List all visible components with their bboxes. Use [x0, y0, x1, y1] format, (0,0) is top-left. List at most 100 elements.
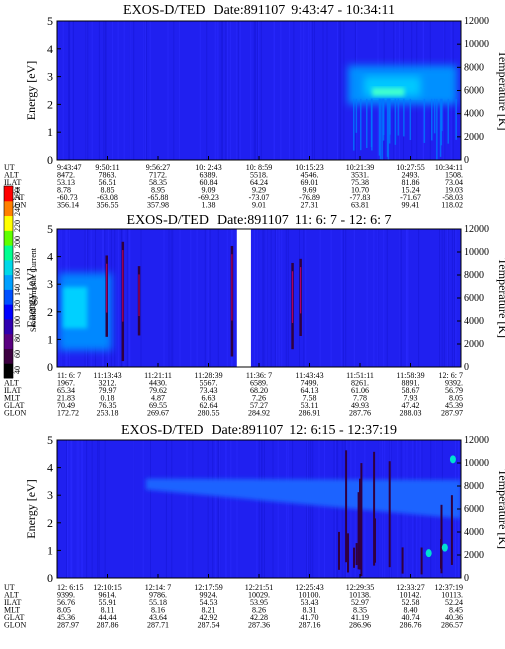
texture-stripe: [170, 229, 172, 367]
texture-stripe: [293, 21, 295, 160]
texture-stripe: [209, 229, 211, 367]
texture-stripe: [285, 229, 287, 367]
orbit-value: 63.81: [351, 201, 369, 210]
colorbar-tick-label: 160: [13, 268, 22, 280]
orbit-row-label: GLAT: [4, 401, 25, 410]
orbit-value: 45.36: [57, 613, 75, 622]
orbit-value: 8.05: [449, 394, 463, 403]
orbit-value: 10:21:39: [346, 163, 374, 172]
panel-title-time-range: 12: 6:15 - 12:37:19: [289, 423, 397, 438]
texture-stripe: [308, 440, 310, 578]
panel-title-instrument: EXOS-D/TED: [123, 3, 205, 18]
orbit-value: -58.03: [442, 193, 463, 202]
orbit-value: -77.83: [350, 193, 371, 202]
colorbar-tick-label: 220: [13, 220, 22, 232]
orbit-value: 8.45: [449, 606, 463, 615]
colorbar-tick-label: 40: [13, 366, 22, 374]
y-tick-label: 3: [47, 70, 53, 84]
orbit-value: 1.38: [202, 201, 216, 210]
texture-stripe: [163, 229, 165, 367]
texture-stripe: [254, 21, 256, 160]
y2-tick-label: 2000: [464, 132, 484, 143]
low-energy-streak: [431, 98, 433, 141]
texture-stripe: [337, 21, 338, 160]
y-tick-label: 4: [47, 461, 53, 475]
spike-dark: [360, 463, 363, 577]
orbit-value: 9.09: [202, 186, 216, 195]
texture-stripe: [229, 21, 231, 160]
texture-stripe: [261, 440, 263, 578]
orbit-value: 7.78: [353, 394, 367, 403]
orbit-value: 287.97: [57, 621, 79, 630]
texture-stripe: [292, 440, 294, 578]
orbit-value: 8.35: [353, 606, 367, 615]
colorbar-segment: [4, 318, 13, 335]
spike-dark: [359, 478, 361, 570]
orbit-value: 61.06: [351, 386, 369, 395]
orbit-value: 58.35: [149, 178, 167, 187]
texture-stripe: [140, 229, 142, 367]
spectrogram: [57, 440, 461, 578]
y2-axis-title: Temperature [K]: [496, 50, 505, 130]
texture-stripe: [340, 21, 342, 160]
orbit-value: 7.26: [252, 394, 266, 403]
colorbar-segment: [4, 186, 13, 202]
texture-stripe: [312, 440, 314, 578]
y-tick-label: 1: [47, 332, 53, 346]
orbit-value: 287.76: [349, 409, 371, 418]
texture-stripe: [57, 21, 59, 160]
texture-stripe: [318, 440, 320, 578]
low-energy-streak: [379, 98, 382, 160]
texture-stripe: [303, 21, 305, 160]
texture-stripe: [145, 21, 146, 160]
texture-stripe: [354, 440, 356, 578]
texture-stripe: [262, 229, 264, 367]
texture-stripe: [171, 440, 173, 578]
spike-dark: [373, 451, 376, 566]
orbit-value: -60.73: [57, 193, 78, 202]
colorbar-tick-label: 100: [13, 316, 22, 328]
y-axis-title: Energy [eV]: [24, 61, 38, 120]
orbit-value: 57.27: [250, 401, 268, 410]
texture-stripe: [278, 229, 280, 367]
low-energy-streak: [403, 98, 405, 137]
texture-stripe: [275, 229, 277, 367]
texture-stripe: [274, 229, 276, 367]
texture-stripe: [406, 229, 407, 367]
orbit-value: 284.92: [248, 409, 270, 418]
texture-stripe: [341, 440, 343, 578]
orbit-value: 118.02: [441, 201, 463, 210]
orbit-value: 58.67: [402, 386, 420, 395]
orbit-value: 9.01: [252, 201, 266, 210]
low-energy-streak: [381, 98, 383, 160]
y2-tick-label: 0: [464, 155, 469, 166]
orbit-value: 55.18: [149, 598, 167, 607]
texture-stripe: [287, 229, 289, 367]
texture-stripe: [217, 229, 219, 367]
texture-stripe: [354, 229, 356, 367]
texture-stripe: [167, 21, 169, 160]
y-tick-label: 1: [47, 543, 53, 557]
y2-tick-label: 4000: [464, 527, 484, 538]
orbit-value: 43.64: [149, 613, 167, 622]
texture-stripe: [270, 229, 272, 367]
texture-stripe: [103, 21, 105, 160]
texture-stripe: [97, 440, 99, 578]
texture-stripe: [199, 21, 201, 160]
orbit-value: 286.57: [441, 621, 463, 630]
low-energy-streak: [389, 98, 391, 135]
orbit-value: 19.03: [445, 186, 463, 195]
texture-stripe: [441, 229, 443, 367]
orbit-row-label: GLON: [4, 409, 26, 418]
texture-stripe: [221, 21, 223, 160]
orbit-value: 287.36: [248, 621, 270, 630]
orbit-value: 10100.: [299, 591, 321, 600]
y-tick-label: 0: [47, 153, 53, 167]
orbit-value: 11:21:11: [144, 371, 172, 380]
spike-dark: [374, 518, 376, 563]
texture-stripe: [69, 440, 71, 578]
orbit-row-label: ALT: [4, 591, 19, 600]
orbit-value: 41.70: [301, 613, 319, 622]
texture-stripe: [406, 229, 408, 367]
